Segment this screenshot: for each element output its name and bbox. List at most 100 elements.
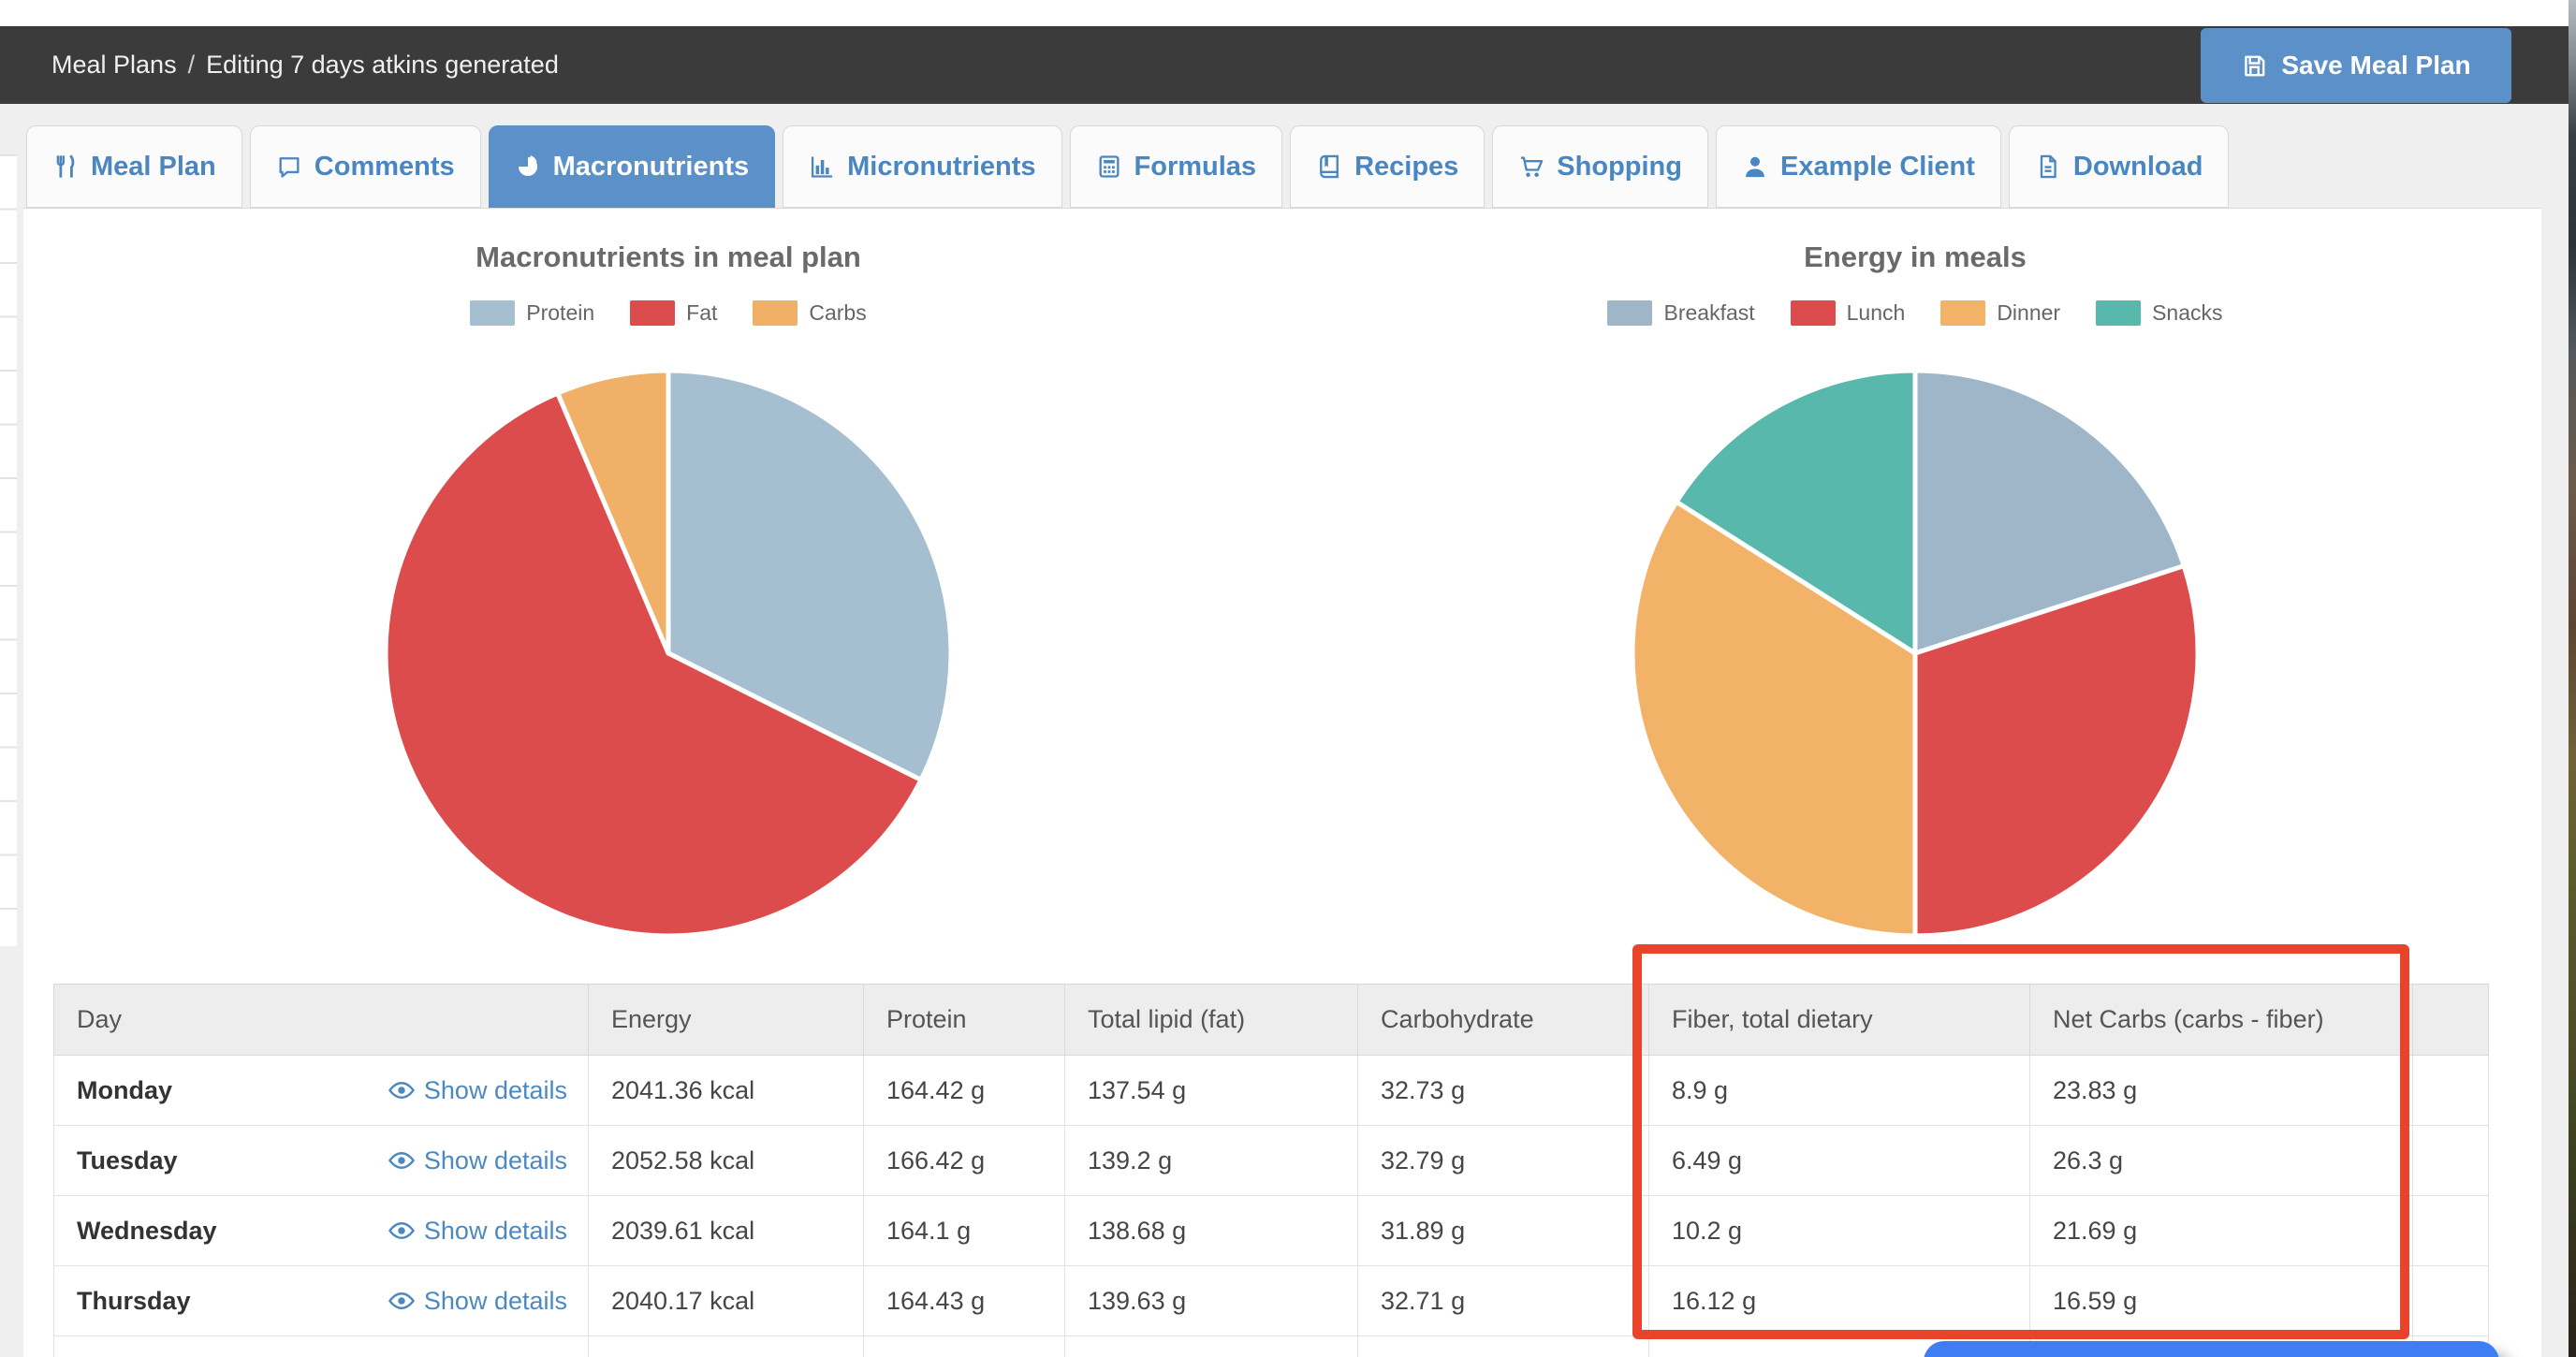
tab-label: Comments (314, 151, 455, 182)
table-row-monday: Monday Show details 2041.36 kcal 164.42 g 13… (53, 1055, 2489, 1126)
cell-energy: 2052.58 kcal (588, 1125, 864, 1196)
chat-widget-button[interactable] (1924, 1341, 2499, 1357)
eye-icon (388, 1076, 416, 1104)
cell-fiber: 16.12 g (1648, 1265, 2030, 1336)
cell-net-carbs: 16.59 g (2029, 1265, 2413, 1336)
column-header-empty (2412, 984, 2489, 1056)
background-table-peek (0, 154, 17, 946)
day-name: Thursday (77, 1286, 191, 1315)
tab-meal-plan[interactable]: Meal Plan (26, 125, 242, 208)
show-details-label: Show details (423, 1216, 567, 1245)
macronutrients-pie-chart (383, 368, 954, 939)
pie-chart-icon (515, 153, 541, 180)
cell-fat: 139.2 g (1064, 1125, 1358, 1196)
cell-protein: 140.71 g (863, 1335, 1065, 1357)
column-header-energy: Energy (588, 984, 864, 1056)
show-details-link[interactable]: Show details (388, 1217, 567, 1246)
app-header: Meal Plans / Editing 7 days atkins gener… (0, 26, 2569, 104)
tab-example-client[interactable]: Example Client (1715, 125, 2001, 208)
cart-icon (1518, 153, 1544, 180)
tab-label: Shopping (1557, 151, 1682, 182)
show-details-label: Show details (423, 1145, 567, 1175)
cell-energy: 2041.36 kcal (588, 1055, 864, 1126)
tab-comments[interactable]: Comments (249, 125, 481, 208)
browser-chrome-strip (0, 0, 2569, 26)
cell-day: Tuesday Show details (53, 1125, 589, 1196)
cell-carbs: 32.73 g (1357, 1055, 1649, 1126)
tab-label: Download (2072, 151, 2203, 182)
column-header-net-carbs-carbs-fiber-: Net Carbs (carbs - fiber) (2029, 984, 2413, 1056)
cell-day: FridayShow details (53, 1335, 589, 1357)
legend-label: Dinner (1997, 300, 2061, 325)
legend-label: Lunch (1846, 300, 1906, 325)
show-details-label: Show details (423, 1075, 567, 1104)
cell-net-carbs: 23.83 g (2029, 1055, 2413, 1126)
column-header-total-lipid-fat-: Total lipid (fat) (1064, 984, 1358, 1056)
legend-item-snacks[interactable]: Snacks (2096, 300, 2223, 326)
tab-label: Meal Plan (91, 151, 216, 182)
legend-swatch (1607, 300, 1653, 326)
cell-empty (2412, 1125, 2489, 1196)
tab-label: Macronutrients (552, 151, 750, 182)
cell-fiber: 8.9 g (1648, 1055, 2030, 1126)
pdf-icon (2035, 153, 2061, 180)
show-details-link[interactable]: Show details (388, 1287, 567, 1316)
cell-protein: 166.42 g (863, 1125, 1065, 1196)
legend-item-breakfast[interactable]: Breakfast (1607, 300, 1755, 326)
breadcrumb-separator: / (187, 51, 196, 79)
column-header-day: Day (53, 984, 589, 1056)
cell-protein: 164.43 g (863, 1265, 1065, 1336)
cell-fiber: 10.2 g (1648, 1195, 2030, 1266)
save-meal-plan-button[interactable]: Save Meal Plan (2201, 28, 2511, 103)
eye-icon (388, 1146, 416, 1175)
cell-energy: 2031.66 kcal (588, 1335, 864, 1357)
column-header-carbohydrate: Carbohydrate (1357, 984, 1649, 1056)
table-header-row: Day Energy Protein Total lipid (fat) Carbohy… (53, 984, 2489, 1056)
tab-formulas[interactable]: Formulas (1069, 125, 1283, 208)
cell-fat: 138.68 g (1064, 1195, 1358, 1266)
macronutrients-chart-title: Macronutrients in meal plan (476, 241, 861, 273)
legend-swatch (630, 300, 676, 326)
energy-chart-legend: Breakfast Lunch Dinner Snacks (1522, 300, 2308, 326)
cell-protein: 164.42 g (863, 1055, 1065, 1126)
pie-slice-snacks (1674, 368, 1918, 656)
show-details-link[interactable]: Show details (388, 1146, 567, 1175)
bar-chart-icon (809, 153, 835, 180)
tab-download[interactable]: Download (2008, 125, 2230, 208)
show-details-label: Show details (423, 1286, 567, 1315)
column-header-protein: Protein (863, 984, 1065, 1056)
legend-label: Protein (526, 300, 595, 325)
legend-item-protein[interactable]: Protein (470, 300, 594, 326)
cell-net-carbs: 26.3 g (2029, 1125, 2413, 1196)
eye-icon (388, 1287, 416, 1315)
legend-item-lunch[interactable]: Lunch (1790, 300, 1906, 326)
table-header: Day Energy Protein Total lipid (fat) Carbohy… (53, 984, 2489, 1056)
breadcrumb-root[interactable]: Meal Plans (51, 51, 177, 79)
day-name: Wednesday (77, 1216, 217, 1245)
cutlery-icon (52, 153, 79, 180)
legend-item-dinner[interactable]: Dinner (1940, 300, 2060, 326)
show-details-link[interactable]: Show details (388, 1076, 567, 1105)
meal-plan-nutrition-table: Day Energy Protein Total lipid (fat) Carbohy… (53, 984, 2489, 1357)
legend-item-fat[interactable]: Fat (630, 300, 717, 326)
legend-swatch (470, 300, 516, 326)
tab-recipes[interactable]: Recipes (1290, 125, 1486, 208)
tab-macronutrients[interactable]: Macronutrients (488, 125, 776, 208)
table-row-thursday: Thursday Show details 2040.17 kcal 164.43 g… (53, 1265, 2489, 1336)
tab-micronutrients[interactable]: Micronutrients (783, 125, 1062, 208)
macronutrients-chart-legend: Protein Fat Carbs (369, 300, 968, 326)
table-row-wednesday: Wednesday Show details 2039.61 kcal 164.1 g… (53, 1195, 2489, 1266)
cell-energy: 2039.61 kcal (588, 1195, 864, 1266)
legend-swatch (753, 300, 798, 326)
cell-carbs: 31.89 g (1357, 1195, 1649, 1266)
pie-slice-fat (383, 390, 924, 939)
legend-item-carbs[interactable]: Carbs (753, 300, 867, 326)
cell-energy: 2040.17 kcal (588, 1265, 864, 1336)
cell-day: Monday Show details (53, 1055, 589, 1126)
day-name: Tuesday (77, 1145, 178, 1175)
cell-day: Thursday Show details (53, 1265, 589, 1336)
cell-carbs: 32.79 g (1357, 1125, 1649, 1196)
tab-shopping[interactable]: Shopping (1492, 125, 1708, 208)
